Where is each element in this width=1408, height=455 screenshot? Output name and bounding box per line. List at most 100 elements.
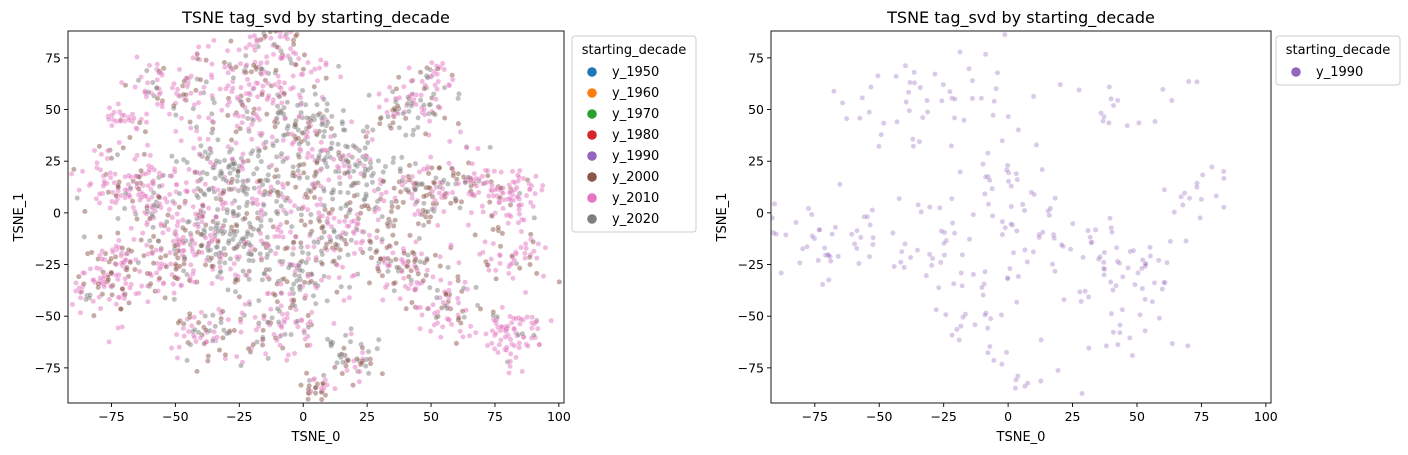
scatter-point (523, 192, 530, 199)
scatter-point (1103, 343, 1110, 349)
scatter-point (1142, 327, 1148, 334)
scatter-point (427, 328, 434, 334)
scatter-point (221, 59, 228, 66)
scatter-point (800, 245, 806, 252)
scatter-point (348, 325, 354, 332)
scatter-point (870, 234, 876, 241)
scatter-point (255, 297, 262, 304)
scatter-point (357, 160, 363, 166)
scatter-point (236, 293, 243, 300)
scatter-point (138, 167, 144, 174)
scatter-point (490, 312, 497, 319)
scatter-point (431, 180, 438, 186)
scatter-point (1014, 228, 1020, 234)
scatter-point (467, 323, 474, 330)
scatter-point (292, 234, 299, 240)
scatter-point (303, 259, 310, 266)
scatter-point (891, 263, 898, 270)
scatter-point (878, 131, 885, 138)
scatter-point (171, 296, 178, 303)
scatter-point (257, 230, 264, 237)
scatter-point (93, 265, 100, 271)
scatter-point (426, 118, 433, 124)
scatter-point (471, 170, 478, 177)
scatter-point (261, 270, 268, 277)
scatter-point (919, 114, 926, 121)
scatter-point (998, 312, 1005, 318)
scatter-point (1167, 238, 1174, 245)
scatter-point (386, 262, 393, 269)
scatter-point (1087, 234, 1093, 240)
scatter-point (982, 174, 989, 180)
scatter-point (120, 144, 126, 151)
scatter-point (211, 37, 217, 44)
scatter-point (184, 188, 190, 195)
scatter-point (122, 256, 129, 263)
scatter-point (355, 215, 362, 222)
scatter-point (236, 47, 242, 53)
scatter-point (894, 119, 900, 125)
scatter-point (190, 203, 196, 210)
scatter-point (375, 206, 382, 212)
scatter-point (1124, 122, 1130, 129)
scatter-point (198, 309, 205, 316)
scatter-point (265, 177, 271, 184)
scatter-point (397, 165, 404, 172)
scatter-point (304, 134, 311, 140)
scatter-point (1010, 249, 1017, 256)
scatter-point (229, 156, 236, 162)
scatter-point (366, 92, 372, 98)
scatter-point (417, 211, 423, 218)
scatter-point (228, 179, 235, 186)
right-x-axis-label: TSNE_0 (996, 430, 1046, 445)
scatter-point (231, 260, 238, 267)
scatter-point (130, 115, 137, 121)
scatter-point (274, 298, 281, 305)
scatter-point (340, 107, 347, 114)
scatter-point (1013, 170, 1020, 177)
scatter-point (429, 188, 436, 195)
scatter-point (339, 351, 345, 357)
scatter-point (264, 251, 271, 258)
scatter-point (217, 264, 223, 270)
scatter-point (237, 125, 243, 132)
scatter-point (510, 275, 516, 282)
scatter-point (242, 215, 248, 222)
scatter-point (1040, 229, 1046, 235)
scatter-point (204, 358, 211, 364)
scatter-point (225, 69, 231, 76)
scatter-point (1136, 120, 1142, 126)
right-legend: starting_decade y_1990 (1275, 35, 1401, 86)
scatter-point (312, 384, 319, 391)
scatter-point (254, 215, 261, 221)
scatter-point (1086, 345, 1092, 351)
scatter-point (999, 137, 1006, 144)
scatter-point (1076, 87, 1082, 93)
legend-marker (587, 172, 597, 182)
scatter-point (430, 301, 436, 308)
scatter-point (377, 115, 384, 122)
scatter-point (392, 256, 399, 263)
legend-label: y_2010 (612, 191, 659, 206)
scatter-point (122, 82, 129, 88)
scatter-point (437, 277, 444, 283)
scatter-point (74, 195, 80, 201)
scatter-point (245, 250, 252, 257)
scatter-point (1085, 294, 1092, 300)
scatter-point (291, 350, 298, 357)
scatter-point (134, 54, 140, 60)
scatter-point (951, 230, 958, 236)
scatter-point (837, 181, 843, 188)
scatter-point (226, 99, 233, 105)
x-tick-label: 75 (487, 409, 503, 424)
scatter-point (452, 195, 459, 202)
scatter-point (366, 232, 373, 238)
scatter-point (69, 301, 76, 308)
scatter-point (126, 117, 132, 123)
legend-marker (587, 151, 597, 161)
scatter-point (999, 231, 1006, 238)
scatter-point (366, 237, 373, 244)
scatter-point (297, 94, 304, 101)
scatter-point (978, 95, 985, 101)
scatter-point (533, 270, 540, 277)
